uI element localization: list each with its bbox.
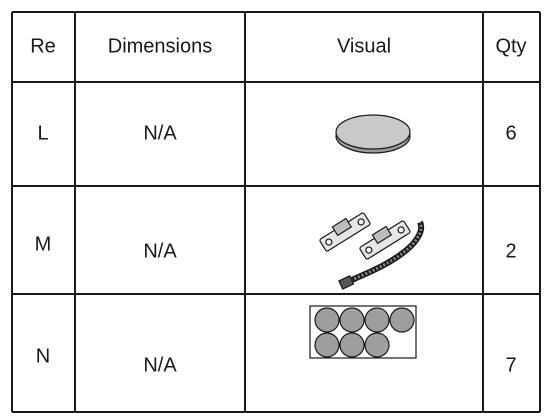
ref-cell: L xyxy=(37,122,48,144)
header-cell: Dimensions xyxy=(108,35,212,57)
dimensions-cell: N/A xyxy=(143,122,177,144)
dimensions-cell: N/A xyxy=(143,354,177,376)
qty-cell: 2 xyxy=(505,240,516,262)
qty-cell: 6 xyxy=(505,122,516,144)
ref-cell: M xyxy=(35,233,52,255)
header-cell: Visual xyxy=(337,35,391,57)
dimensions-cell: N/A xyxy=(143,240,177,262)
qty-cell: 7 xyxy=(505,354,516,376)
header-cell: Re xyxy=(30,35,56,57)
ref-cell: N xyxy=(36,345,50,367)
clip-illustration xyxy=(319,212,425,290)
table-grid xyxy=(11,11,541,413)
pads-illustration xyxy=(309,305,417,359)
header-cell: Qty xyxy=(495,35,526,57)
disc-illustration xyxy=(335,114,411,154)
